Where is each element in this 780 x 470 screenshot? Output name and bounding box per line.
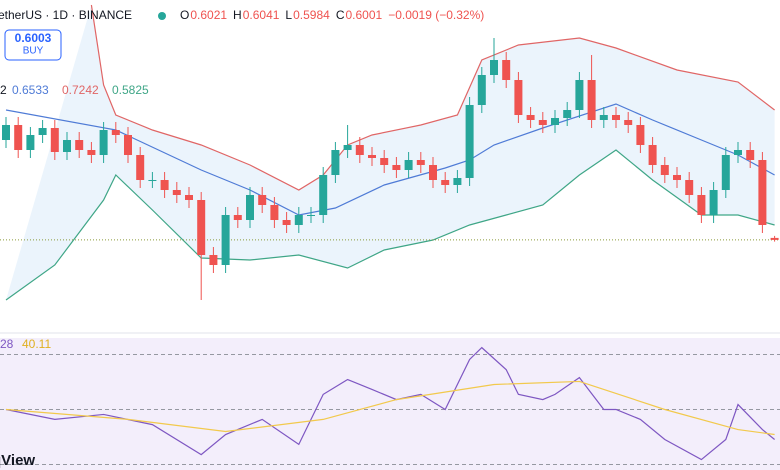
candle-body (380, 158, 389, 165)
candle-body (14, 125, 23, 150)
candle-body (331, 150, 340, 175)
candle-body (75, 140, 84, 150)
candle-body (660, 165, 669, 175)
candle-body (258, 195, 267, 205)
candle-body (197, 200, 206, 255)
candle-body (465, 105, 474, 178)
logo: qView (0, 452, 35, 469)
candle-body (612, 115, 620, 120)
candle-body (721, 155, 730, 190)
candle-body (368, 155, 376, 158)
candle-body (209, 255, 218, 265)
candle-body (575, 80, 584, 110)
candle-body (26, 135, 35, 150)
candle-body (758, 160, 767, 225)
candle-body (526, 115, 535, 120)
ohlc-label: L (285, 8, 292, 22)
ohlc-value: 0.5984 (293, 8, 330, 22)
candle-body (746, 150, 755, 160)
candle-body (343, 145, 352, 150)
candle-body (697, 195, 706, 215)
bollinger-band (90, 4, 775, 191)
candle-body (50, 128, 59, 152)
ohlc-value: 0.6001 (345, 8, 382, 22)
candle-body (160, 180, 169, 190)
status-dot (158, 12, 166, 20)
candle-body (270, 205, 279, 220)
rsi-pane (0, 338, 780, 470)
candle-body (563, 110, 572, 118)
candle-body (246, 195, 254, 220)
candle-body (648, 145, 657, 165)
candle-body (319, 175, 328, 215)
price-change: −0.0019 (−0.32%) (388, 8, 484, 22)
band-fill (6, 5, 775, 300)
rsi-legend-label: 28 (0, 337, 14, 351)
candle-body (673, 175, 681, 180)
ohlc-label: O (180, 8, 189, 22)
buy-label[interactable]: BUY (23, 46, 44, 57)
bb-legend-label: 2 (0, 83, 7, 97)
candle-body (624, 120, 633, 125)
candle-body (587, 80, 596, 120)
candle-body (429, 165, 437, 180)
candle-body (636, 125, 645, 145)
candle-body (124, 135, 132, 155)
candle-body (233, 215, 242, 220)
candle-body (221, 215, 230, 265)
rsi-line (5, 380, 775, 436)
candle-body (148, 180, 157, 181)
bb-basis: 0.6533 (12, 83, 49, 97)
candle-body (392, 165, 401, 170)
candle-body (441, 180, 450, 185)
candle-body (282, 220, 291, 225)
rsi-line (5, 346, 775, 461)
candle-body (599, 115, 608, 120)
symbol: etherUS · 1D · BINANCE (0, 8, 132, 22)
candle-body (685, 180, 694, 195)
bollinger-band (5, 149, 775, 301)
candle-body (99, 130, 108, 155)
candle-body (87, 150, 96, 155)
candle-body (2, 125, 10, 140)
candle-body (514, 80, 523, 115)
candle-body (538, 120, 547, 125)
ohlc-label: C (336, 8, 345, 22)
bb-upper: 0.7242 (62, 83, 99, 97)
rsi-ma-value: 40.11 (22, 337, 51, 351)
candle-body (453, 178, 462, 185)
bollinger-band (5, 103, 775, 216)
candle-body (307, 215, 315, 216)
candle-body (416, 160, 425, 165)
ohlc-label: H (233, 8, 242, 22)
candle-body (502, 60, 511, 80)
candle-body (404, 160, 413, 170)
candle-body (734, 150, 742, 155)
candle-body (490, 60, 498, 75)
candle-body (185, 195, 193, 200)
plot (0, 4, 780, 465)
candle-body (136, 155, 145, 180)
buy-button[interactable] (4, 29, 62, 61)
candle-body (63, 140, 71, 152)
candle-body (355, 145, 364, 155)
bb-lower: 0.5825 (112, 83, 149, 97)
candle-body (477, 75, 486, 105)
candle-body (172, 190, 181, 195)
candle-body (38, 128, 47, 135)
candle-body (709, 190, 718, 215)
candle-body (770, 237, 779, 240)
ohlc-value: 0.6021 (190, 8, 227, 22)
buy-price[interactable]: 0.6003 (15, 31, 52, 45)
ohlc-legend: O 0.6021 H 0.6041 L 0.5984 C 0.6001 (180, 8, 383, 22)
ohlc-value: 0.6041 (243, 8, 280, 22)
candle-body (111, 130, 120, 135)
candle-body (294, 215, 303, 225)
candle-body (551, 118, 559, 125)
